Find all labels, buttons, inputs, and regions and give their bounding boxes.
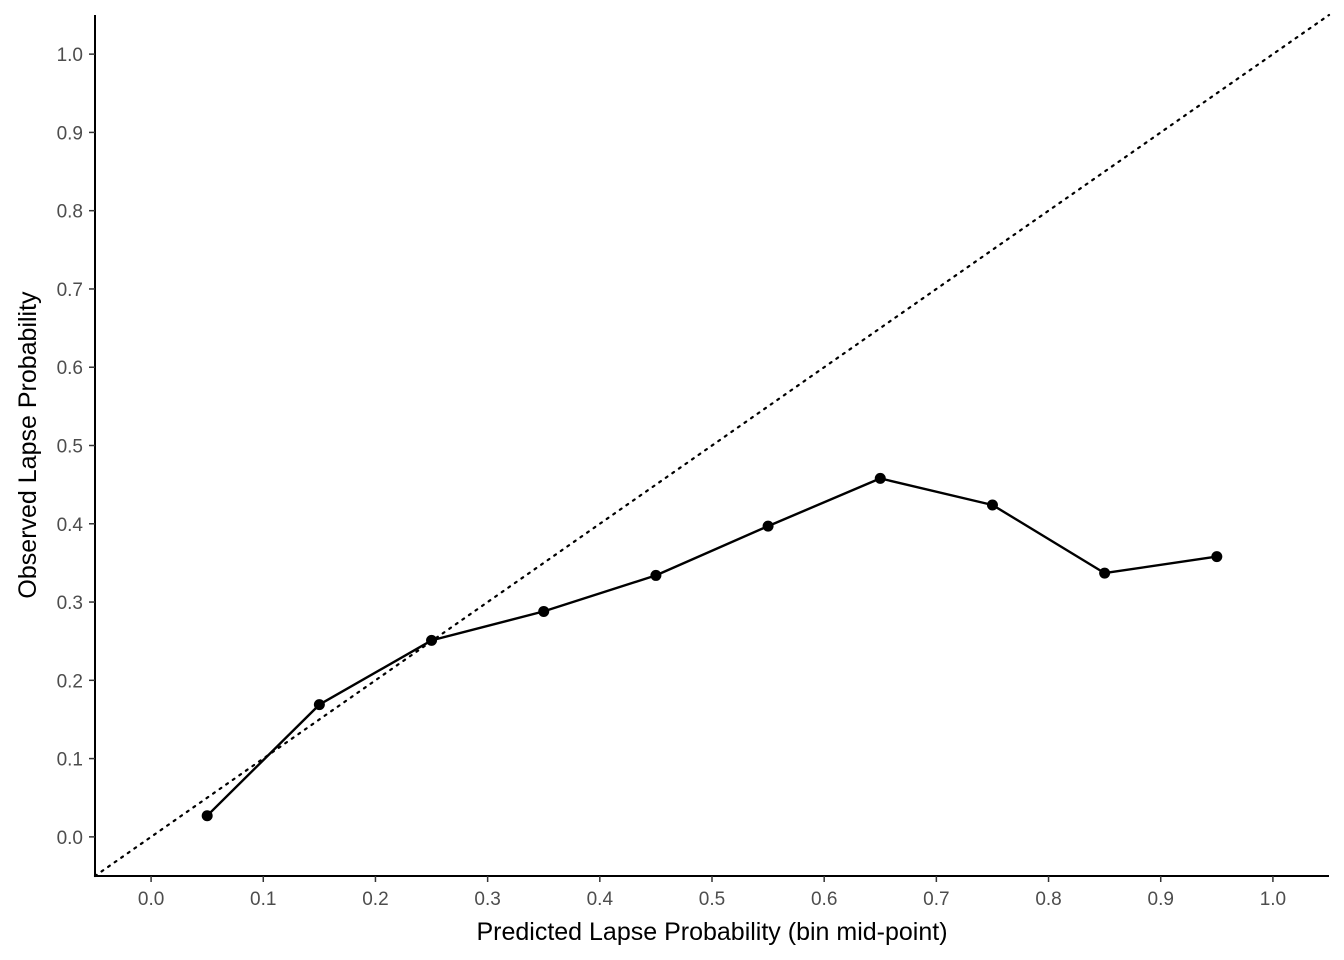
y-tick-label: 0.6 [57,358,83,379]
data-point [201,810,213,822]
data-point [650,569,662,581]
y-axis-title: Observed Lapse Probability [14,291,42,599]
x-tick-label: 0.8 [1035,889,1061,910]
x-tick-label: 0.7 [923,889,949,910]
x-tick-label: 1.0 [1260,889,1286,910]
data-point [1211,551,1223,563]
y-tick-label: 0.3 [57,593,83,614]
data-point [313,699,325,711]
x-tick-label: 0.1 [250,889,276,910]
x-tick-label: 0.5 [699,889,725,910]
data-point [538,605,550,617]
x-tick-label: 0.4 [587,889,614,910]
reference-line-layer [93,13,1331,878]
x-tick-label: 0.3 [474,889,500,910]
data-point [762,520,774,532]
y-ticks-layer: 0.0 0.1 0.2 0.3 0.4 0.5 0.6 0.7 0.8 0.9 1.0 [57,45,95,849]
x-ticks-layer: 0.0 0.1 0.2 0.3 0.4 0.5 0.6 0.7 0.8 0.9 1.0 [138,876,1286,910]
y-tick-label: 0.7 [57,280,83,301]
x-axis-title: Predicted Lapse Probability (bin mid-poi… [476,918,947,946]
data-point [986,499,998,511]
y-tick-label: 0.8 [57,202,83,223]
reference-diagonal-line [93,13,1331,878]
series-layer [201,472,1223,822]
y-tick-label: 0.4 [57,515,84,536]
y-tick-label: 1.0 [57,45,83,66]
x-tick-label: 0.2 [362,889,388,910]
y-tick-label: 0.0 [57,828,83,849]
data-point [1099,567,1111,579]
y-tick-label: 0.2 [57,671,83,692]
x-tick-label: 0.9 [1148,889,1174,910]
y-tick-label: 0.5 [57,437,83,458]
y-tick-label: 0.9 [57,123,83,144]
y-tick-label: 0.1 [57,750,83,771]
data-point [874,472,886,484]
data-point [426,634,438,646]
x-tick-label: 0.6 [811,889,837,910]
series-line [206,477,1217,817]
x-tick-label: 0.0 [138,889,164,910]
